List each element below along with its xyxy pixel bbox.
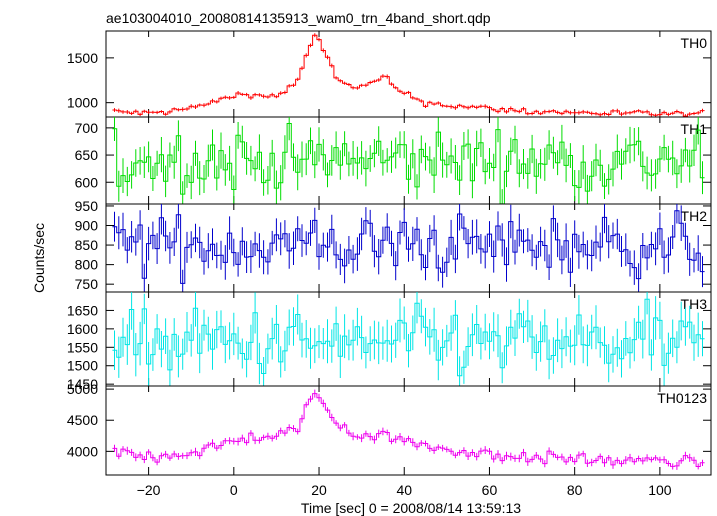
y-tick-label: 1600 bbox=[67, 321, 98, 337]
y-tick-label: 950 bbox=[75, 198, 99, 214]
panel-th0123: 4000 4500 5000 TH0123 bbox=[67, 381, 712, 476]
y-tick-label: 4000 bbox=[67, 443, 98, 459]
series-th0123 bbox=[112, 389, 705, 470]
x-axis-label: Time [sec] 0 = 2008/08/14 13:59:13 bbox=[301, 500, 521, 516]
error-bars bbox=[114, 204, 703, 292]
series-th1 bbox=[112, 117, 705, 204]
error-bars bbox=[114, 117, 703, 204]
panel-name: TH0123 bbox=[657, 390, 707, 406]
panel-frame bbox=[105, 30, 712, 118]
y-tick-label: 1550 bbox=[67, 339, 98, 355]
y-tick-label: 1500 bbox=[67, 50, 98, 66]
x-tick-label: −20 bbox=[137, 482, 161, 498]
panel-th0: 1000 1500 TH0 bbox=[67, 30, 712, 118]
y-tick-label: 800 bbox=[75, 257, 99, 273]
x-tick-label: 100 bbox=[648, 482, 672, 498]
y-tick-label: 850 bbox=[75, 237, 99, 253]
y-tick-label: 1450 bbox=[67, 376, 98, 392]
data-line bbox=[112, 393, 705, 467]
series-th0 bbox=[112, 33, 705, 117]
x-tick-label: 60 bbox=[482, 482, 498, 498]
y-tick-label: 600 bbox=[75, 174, 99, 190]
x-tick-label: 40 bbox=[396, 482, 412, 498]
y-tick-label: 1500 bbox=[67, 358, 98, 374]
panel-th2: 750 800 850 900 950 TH2 bbox=[75, 198, 712, 293]
y-tick-label: 1650 bbox=[67, 302, 98, 318]
series-th2 bbox=[112, 204, 705, 292]
chart-title: ae103004010_20080814135913_wam0_trn_4ban… bbox=[106, 10, 491, 26]
panel-frame bbox=[105, 385, 712, 476]
data-line bbox=[112, 298, 705, 377]
data-line bbox=[112, 34, 705, 117]
x-tick-label: 80 bbox=[567, 482, 583, 498]
panel-th3: 1450 1500 1550 1600 1650 TH3 bbox=[67, 291, 712, 392]
panel-name: TH2 bbox=[681, 208, 708, 224]
y-tick-label: 5000 bbox=[67, 381, 98, 397]
series-th3 bbox=[112, 292, 705, 386]
data-line bbox=[112, 123, 705, 204]
x-tick-label: 0 bbox=[230, 482, 238, 498]
y-tick-label: 700 bbox=[75, 120, 99, 136]
y-tick-label: 900 bbox=[75, 218, 99, 234]
error-bars bbox=[114, 292, 703, 386]
y-tick-label: 1000 bbox=[67, 95, 98, 111]
error-bars bbox=[114, 389, 703, 470]
data-line bbox=[112, 210, 705, 284]
y-tick-label: 650 bbox=[75, 147, 99, 163]
y-tick-label: 4500 bbox=[67, 412, 98, 428]
x-tick-label: 20 bbox=[311, 482, 327, 498]
y-axis-label: Counts/sec bbox=[31, 223, 47, 293]
panel-name: TH0 bbox=[681, 35, 708, 51]
panel-name: TH3 bbox=[681, 296, 708, 312]
y-tick-label: 750 bbox=[75, 276, 99, 292]
